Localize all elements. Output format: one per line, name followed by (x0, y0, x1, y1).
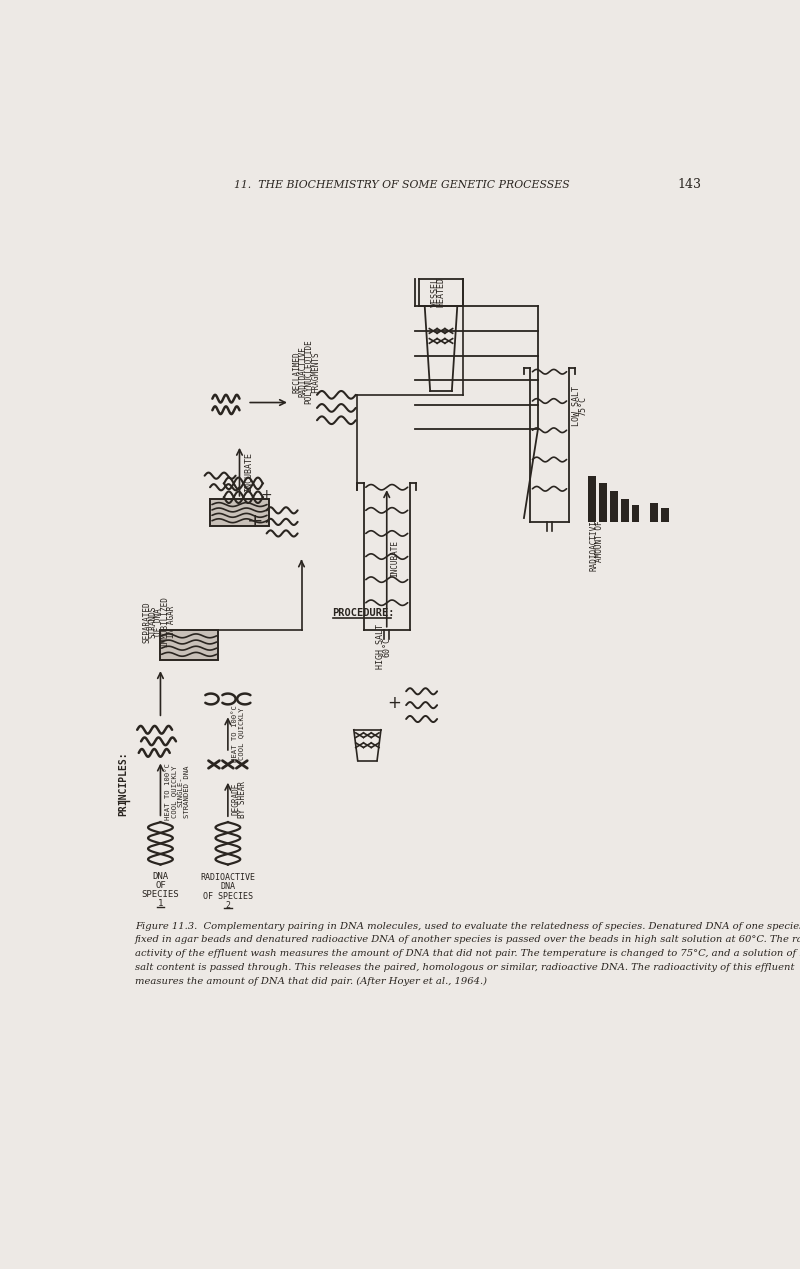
Text: HEAT TO 100°C: HEAT TO 100°C (165, 763, 171, 820)
Text: 60°C: 60°C (382, 637, 391, 656)
Text: Figure 11.3.  Complementary pairing in DNA molecules, used to evaluate the relat: Figure 11.3. Complementary pairing in DN… (135, 921, 800, 930)
Text: COOL QUICKLY: COOL QUICKLY (171, 765, 178, 817)
Bar (160, 629, 218, 660)
Text: DNA: DNA (220, 882, 235, 891)
Text: STRANDED DNA: STRANDED DNA (184, 765, 190, 817)
Text: 11.  THE BIOCHEMISTRY OF SOME GENETIC PROCESSES: 11. THE BIOCHEMISTRY OF SOME GENETIC PRO… (234, 180, 570, 189)
Text: RADIOACTIVE: RADIOACTIVE (298, 346, 307, 397)
Bar (621, 499, 629, 522)
Bar (599, 483, 607, 522)
Text: PROCEDURE:: PROCEDURE: (333, 608, 395, 618)
Text: salt content is passed through. This releases the paired, homologous or similar,: salt content is passed through. This rel… (135, 963, 794, 972)
Text: BY SHEAR: BY SHEAR (238, 780, 247, 817)
Text: IN AGAR: IN AGAR (167, 605, 176, 638)
Text: measures the amount of DNA that did pair. (After Hoyer et al., 1964.): measures the amount of DNA that did pair… (135, 977, 487, 986)
Text: INCUBATE: INCUBATE (390, 539, 400, 576)
Text: SEPARATED: SEPARATED (142, 602, 151, 643)
Text: AMOUNT OF: AMOUNT OF (595, 520, 604, 562)
Text: SPECIES: SPECIES (142, 890, 179, 898)
Text: RECLAIMED: RECLAIMED (292, 352, 302, 392)
Text: 143: 143 (677, 178, 701, 192)
Text: DEGRADE: DEGRADE (232, 783, 241, 815)
Text: FRAGMENTS: FRAGMENTS (310, 352, 320, 392)
Text: 2: 2 (226, 901, 230, 910)
Text: HIGH SALT: HIGH SALT (376, 624, 385, 669)
Text: OF: OF (155, 881, 166, 890)
Bar (661, 508, 669, 522)
Text: +: + (246, 513, 263, 532)
Text: INCUBATE: INCUBATE (244, 452, 253, 492)
Text: HEAT TO 100°C: HEAT TO 100°C (232, 706, 238, 763)
Text: POLYNUCLEOTIDE: POLYNUCLEOTIDE (305, 339, 314, 404)
Bar (610, 491, 618, 522)
Text: VESSEL: VESSEL (430, 278, 439, 307)
Text: activity of the effluent wash measures the amount of DNA that did not pair. The : activity of the effluent wash measures t… (135, 949, 800, 958)
Text: OF DNA: OF DNA (154, 608, 163, 636)
Text: IMMOBILIZED: IMMOBILIZED (161, 596, 170, 647)
Text: 75°C: 75°C (578, 396, 587, 416)
Text: STRANDS: STRANDS (148, 605, 157, 638)
Text: fixed in agar beads and denatured radioactive DNA of another species is passed o: fixed in agar beads and denatured radioa… (135, 935, 800, 944)
Text: RADIOACTIVE: RADIOACTIVE (200, 873, 255, 882)
Text: LOW SALT: LOW SALT (572, 386, 581, 426)
Bar (650, 503, 658, 522)
Bar (210, 499, 269, 527)
Text: RADIOACTIVITY: RADIOACTIVITY (589, 511, 598, 571)
Text: OF SPECIES: OF SPECIES (203, 892, 253, 901)
Text: DNA: DNA (152, 872, 169, 881)
Text: +: + (261, 487, 273, 503)
Text: PRINCIPLES:: PRINCIPLES: (118, 751, 128, 816)
Text: 1: 1 (158, 900, 163, 909)
Bar (588, 476, 596, 522)
Text: +: + (387, 694, 402, 712)
Bar (632, 505, 639, 522)
Text: COOL QUICKLY: COOL QUICKLY (238, 707, 244, 760)
Text: HEATED: HEATED (437, 278, 446, 307)
Text: SINGLE-: SINGLE- (178, 777, 183, 807)
